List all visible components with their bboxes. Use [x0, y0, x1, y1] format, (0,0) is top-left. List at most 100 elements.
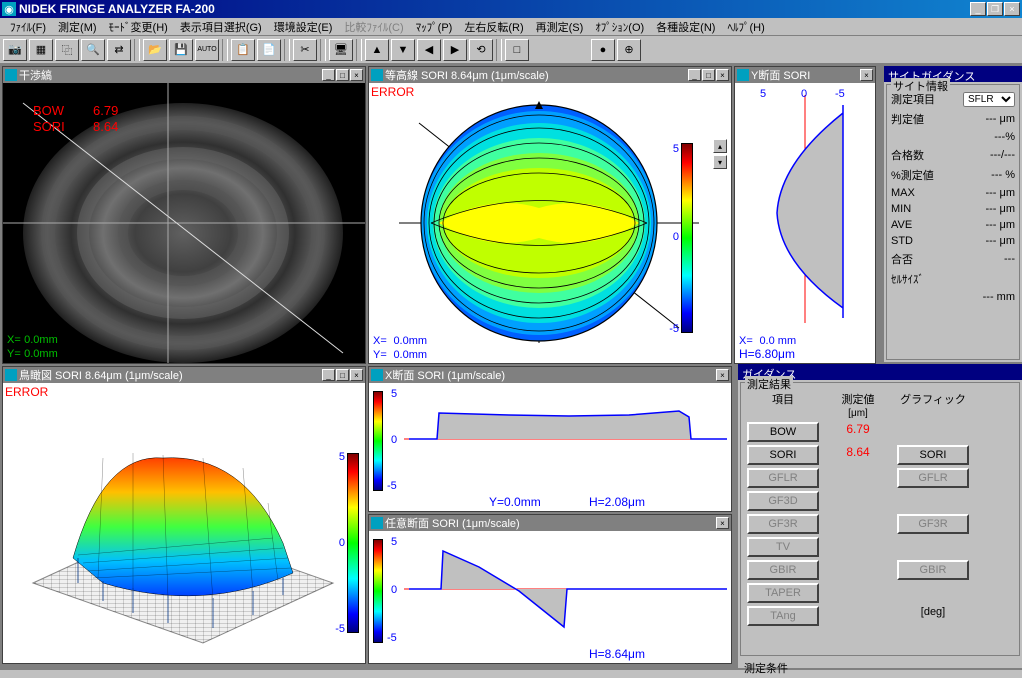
tool-auto-icon[interactable]: AUTO — [195, 39, 219, 61]
tool-paste-icon[interactable]: 📄 — [257, 39, 281, 61]
site-row: MAX --- μm — [889, 185, 1017, 201]
ysection-view[interactable]: 5 0 -5 X= 0.0 mm H=6.80μm — [735, 83, 875, 363]
result-btn-gflr: GFLR — [747, 468, 819, 488]
panel-min-button[interactable]: _ — [322, 69, 335, 81]
xsection-view[interactable]: 5 0 -5 Y=0.0mm H=2.08μm — [369, 383, 731, 511]
tool-open-icon[interactable]: 📂 — [143, 39, 167, 61]
contour-view[interactable]: ERROR — [369, 83, 731, 363]
minimize-button[interactable]: _ — [970, 2, 986, 16]
tool-d-icon[interactable]: ▶ — [443, 39, 467, 61]
panel-close-button[interactable]: × — [716, 69, 729, 81]
menu-2[interactable]: ﾓｰﾄﾞ変更(H) — [103, 17, 174, 37]
menubar: ﾌｧｲﾙ(F)測定(M)ﾓｰﾄﾞ変更(H)表示項目選択(G)環境設定(E)比較ﾌ… — [0, 18, 1022, 36]
h-readout: H=8.64μm — [589, 647, 645, 661]
site-value: --- μm — [985, 203, 1015, 215]
tool-e-icon[interactable]: ⟲ — [469, 39, 493, 61]
birdview-plot — [3, 383, 365, 663]
panel-anysection-title: 任意断面 SORI (1μm/scale) × — [369, 515, 731, 531]
tool-f-icon[interactable]: □ — [505, 39, 529, 61]
result-btn-gf3d: GF3D — [747, 491, 819, 511]
panel-close-button[interactable]: × — [350, 369, 363, 381]
result-value — [821, 468, 895, 488]
panel-close-button[interactable]: × — [860, 69, 873, 81]
tool-swap-icon[interactable]: ⇄ — [107, 39, 131, 61]
tool-save-icon[interactable]: 💾 — [169, 39, 193, 61]
menu-8[interactable]: 再測定(S) — [530, 17, 590, 37]
panel-max-button[interactable]: □ — [702, 69, 715, 81]
site-value: --- % — [991, 169, 1015, 181]
tool-circle-icon[interactable]: ● — [591, 39, 615, 61]
site-row: MIN--- μm — [889, 201, 1017, 217]
site-value: ---% — [994, 131, 1015, 143]
scale-up-button[interactable]: ▴ — [713, 139, 727, 153]
menu-3[interactable]: 表示項目選択(G) — [174, 17, 268, 37]
panel-close-button[interactable]: × — [716, 517, 729, 529]
site-label: MAX — [891, 187, 915, 199]
scale-tick: 5 — [339, 451, 345, 463]
tool-zoom-icon[interactable]: 🔍 — [81, 39, 105, 61]
menu-0[interactable]: ﾌｧｲﾙ(F) — [4, 17, 52, 37]
birdview-view[interactable]: ERROR — [3, 383, 365, 663]
tool-target-icon[interactable]: ⊕ — [617, 39, 641, 61]
site-row: STD--- μm — [889, 233, 1017, 249]
svg-text:-5: -5 — [387, 480, 397, 492]
menu-6[interactable]: ﾏｯﾌﾟ(P) — [410, 17, 459, 37]
svg-text:-5: -5 — [835, 88, 845, 100]
h-readout: H=2.08μm — [589, 495, 645, 509]
scale-tick: 5 — [673, 143, 679, 155]
panel-guidance: ガイダンス 測定結果 項目測定値[μm]グラフィックBOW6.79SORI8.6… — [738, 364, 1022, 668]
panel-icon — [737, 69, 749, 81]
site-value: --- μm — [985, 187, 1015, 199]
menu-4[interactable]: 環境設定(E) — [268, 17, 339, 37]
close-button[interactable]: × — [1004, 2, 1020, 16]
graphic-cell — [897, 491, 969, 511]
panel-birdview: 鳥瞰図 SORI 8.64μm (1μm/scale) _ □ × ERROR — [2, 366, 366, 664]
graphic-cell: [deg] — [897, 606, 969, 626]
menu-7[interactable]: 左右反転(R) — [458, 17, 529, 37]
panel-min-button[interactable]: _ — [322, 369, 335, 381]
tool-copy2-icon[interactable]: 📋 — [231, 39, 255, 61]
tool-cut-icon[interactable]: ✂ — [293, 39, 317, 61]
panel-close-button[interactable]: × — [716, 369, 729, 381]
svg-text:5: 5 — [760, 88, 766, 100]
menu-1[interactable]: 測定(M) — [52, 17, 103, 37]
anysection-plot: 5 0 -5 — [369, 531, 731, 647]
group-label: サイト情報 — [891, 78, 950, 94]
y-readout: Y= 0.0mm — [7, 346, 58, 360]
tool-copy-icon[interactable]: ⿻ — [55, 39, 79, 61]
tool-camera-icon[interactable]: 📷 — [3, 39, 27, 61]
svg-text:0: 0 — [801, 88, 807, 100]
interference-view[interactable]: BOW 6.79 SORI 8.64 X= 0.0mm Y= 0.0mm — [3, 83, 365, 363]
graphic-btn-gf3r: GF3R — [897, 514, 969, 534]
panel-min-button[interactable]: _ — [688, 69, 701, 81]
graphic-btn-sori[interactable]: SORI — [897, 445, 969, 465]
menu-11[interactable]: ﾍﾙﾌﾟ(H) — [721, 17, 770, 37]
menu-10[interactable]: 各種設定(N) — [650, 17, 721, 37]
tool-b-icon[interactable]: ▼ — [391, 39, 415, 61]
site-label: 合格数 — [891, 147, 924, 163]
site-info-group: サイト情報 測定項目SFLR判定値--- μm---%合格数---/---%測定… — [886, 84, 1020, 360]
tool-grid-icon[interactable]: ▦ — [29, 39, 53, 61]
scale-down-button[interactable]: ▾ — [713, 155, 727, 169]
panel-close-button[interactable]: × — [350, 69, 363, 81]
panel-interference: 干渉縞 _ □ × — [2, 66, 366, 364]
tool-monitor-icon[interactable]: 🖥 — [329, 39, 353, 61]
result-btn-bow[interactable]: BOW — [747, 422, 819, 442]
tool-a-icon[interactable]: ▲ — [365, 39, 389, 61]
site-row: ---% — [889, 129, 1017, 145]
maximize-button[interactable]: ❐ — [987, 2, 1003, 16]
graphic-btn-gflr: GFLR — [897, 468, 969, 488]
x-readout: X= 0.0mm — [373, 333, 427, 347]
panel-max-button[interactable]: □ — [336, 69, 349, 81]
menu-9[interactable]: ｵﾌﾟｼｮﾝ(O) — [589, 17, 650, 37]
result-value: 8.64 — [821, 445, 895, 465]
result-value — [821, 560, 895, 580]
panel-xsection-title: X断面 SORI (1μm/scale) × — [369, 367, 731, 383]
guidance-footer: 測定条件 — [738, 658, 1022, 678]
result-btn-sori[interactable]: SORI — [747, 445, 819, 465]
tool-c-icon[interactable]: ◀ — [417, 39, 441, 61]
anysection-view[interactable]: 5 0 -5 H=8.64μm — [369, 531, 731, 663]
panel-interference-title: 干渉縞 _ □ × — [3, 67, 365, 83]
measurement-select[interactable]: SFLR — [963, 92, 1015, 107]
panel-max-button[interactable]: □ — [336, 369, 349, 381]
